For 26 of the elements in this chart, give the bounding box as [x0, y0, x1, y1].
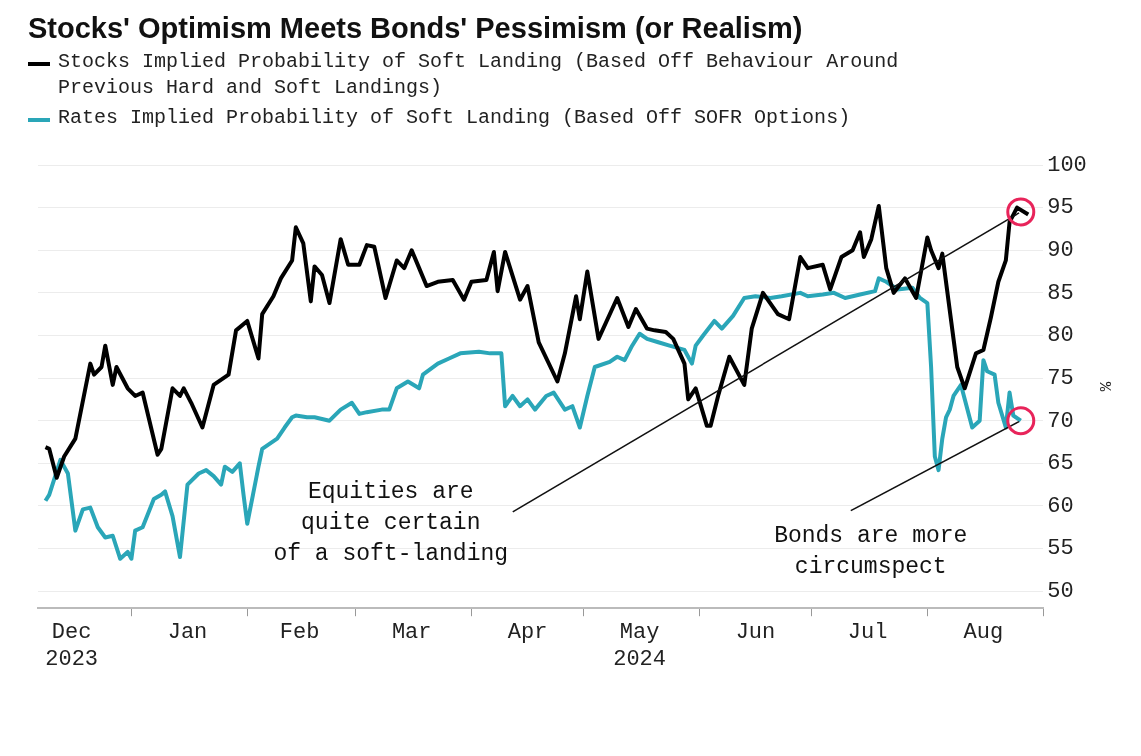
- y-tick-label: 85: [1047, 280, 1074, 306]
- y-tick-label: 65: [1047, 451, 1074, 477]
- y-tick-label: 80: [1047, 323, 1074, 349]
- x-tick-label: Jan: [167, 620, 208, 646]
- x-tick-label: Feb: [279, 620, 320, 646]
- y-tick-label: 55: [1047, 536, 1074, 562]
- legend-label: Stocks Implied Probability of Soft Landing (Based Off Behaviour Around Previous Hard and Soft Landings): [58, 49, 900, 101]
- x-tick-label: Apr: [507, 620, 548, 646]
- x-tick-label: Jun: [735, 620, 776, 646]
- x-tick-label: Mar: [391, 620, 432, 646]
- chart-title: Stocks' Optimism Meets Bonds' Pessimism (or Realism): [27, 11, 804, 45]
- y-tick-label: 70: [1047, 408, 1074, 434]
- y-tick-label: 60: [1047, 493, 1074, 519]
- x-tick-label: May 2024: [613, 620, 667, 672]
- y-tick-label: 50: [1047, 578, 1074, 604]
- legend-label: Rates Implied Probability of Soft Landing (Based Off SOFR Options): [58, 105, 851, 131]
- y-tick-label: 95: [1047, 195, 1074, 221]
- y-tick-label: 90: [1047, 238, 1074, 264]
- annotation: Bonds are more circumspect: [774, 521, 968, 582]
- x-tick-label: Jul: [847, 620, 888, 646]
- x-tick-label: Dec 2023: [45, 620, 99, 672]
- y-tick-label: 75: [1047, 365, 1074, 391]
- annotation: Equities are quite certain of a soft-landing: [273, 477, 509, 569]
- y-axis-title: %: [1095, 381, 1114, 392]
- x-tick-label: Aug: [963, 620, 1004, 646]
- y-tick-label: 100: [1047, 152, 1087, 178]
